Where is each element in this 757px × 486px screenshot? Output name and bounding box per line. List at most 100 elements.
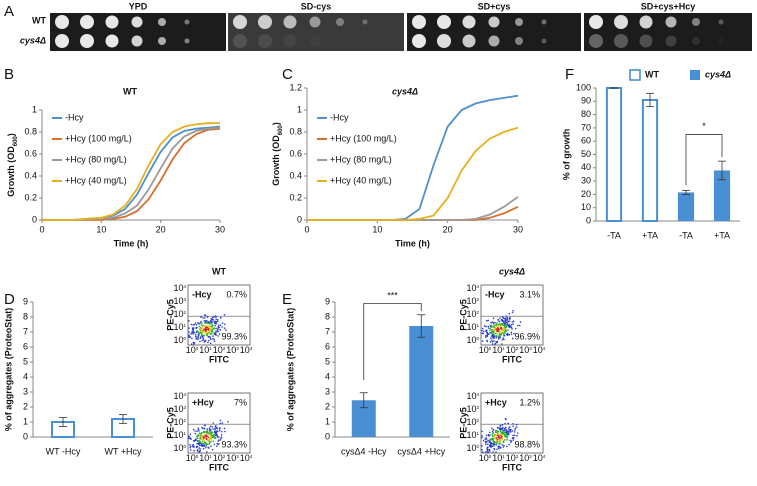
event-dot	[207, 336, 210, 338]
series-line	[42, 126, 221, 221]
event-dot	[482, 451, 484, 453]
spot	[283, 15, 297, 29]
media-label: YPD	[129, 1, 148, 11]
error-bar	[59, 417, 67, 427]
event-dot	[217, 325, 220, 328]
event-dot	[208, 432, 210, 435]
event-dot	[211, 323, 213, 325]
spot	[131, 16, 143, 28]
event-dot	[206, 333, 209, 336]
tick-exponent: 3	[236, 346, 239, 351]
event-dot	[188, 331, 190, 333]
event-dot	[509, 431, 512, 433]
error-bar	[119, 414, 127, 424]
y-tick-label: 3	[23, 386, 28, 396]
event-dot	[500, 328, 503, 331]
event-dot	[204, 324, 207, 327]
event-dot	[489, 438, 492, 440]
event-dot	[499, 428, 501, 431]
significance-bracket	[685, 134, 723, 186]
event-dot	[494, 429, 497, 432]
tick-exponent: 0	[476, 444, 479, 449]
y-tick-label: 30	[581, 175, 591, 185]
x-tick-label: 102	[506, 453, 519, 463]
x-tick-label: 102	[213, 453, 226, 463]
event-dot	[215, 334, 217, 336]
x-tick-label: 102	[506, 345, 519, 355]
event-dot	[204, 321, 207, 323]
y-tick-label: 8	[23, 311, 28, 321]
event-dot	[204, 326, 207, 329]
event-dot	[508, 326, 511, 329]
tick-base: 10	[466, 404, 476, 414]
strain-label: cys4Δ	[20, 35, 46, 45]
event-dot	[501, 323, 504, 325]
event-dot	[500, 437, 502, 439]
event-dot	[209, 337, 212, 339]
event-dot	[492, 322, 495, 324]
event-dot	[195, 323, 198, 326]
event-dot	[493, 448, 496, 451]
event-dot	[199, 444, 201, 447]
media-label: SD+cys	[478, 1, 511, 11]
event-dot	[194, 430, 196, 432]
event-dot	[508, 429, 510, 431]
event-dot	[493, 340, 495, 342]
x-tick-label: 10	[372, 224, 382, 234]
event-dot	[199, 448, 201, 450]
event-dot	[221, 422, 224, 424]
event-dot	[508, 318, 511, 320]
event-dot	[201, 445, 203, 447]
event-dot	[189, 433, 192, 436]
event-dot	[214, 322, 216, 325]
tick-exponent: 1	[183, 323, 186, 328]
event-dot	[504, 318, 507, 320]
spot	[233, 34, 247, 48]
event-dot	[211, 431, 214, 434]
event-dot	[199, 437, 202, 440]
event-dot	[496, 332, 499, 335]
event-dot	[192, 329, 194, 332]
spot	[55, 15, 69, 29]
event-dot	[189, 444, 191, 446]
y-tick-label: 6	[23, 341, 28, 351]
event-dot	[198, 447, 200, 449]
y-axis-label: % of growth	[561, 129, 571, 181]
event-dot	[209, 342, 212, 345]
tick-base: 10	[199, 453, 209, 463]
spot	[665, 16, 677, 28]
event-dot	[210, 325, 212, 327]
event-dot	[197, 335, 199, 338]
event-dot	[499, 424, 502, 427]
y-tick-label: 103	[173, 296, 186, 306]
event-dot	[491, 438, 493, 440]
event-dot	[496, 426, 499, 429]
event-dot	[512, 434, 514, 437]
x-tick-label: 103	[226, 345, 239, 355]
event-dot	[204, 314, 206, 316]
spot	[541, 38, 547, 44]
event-dot	[202, 317, 204, 319]
y-tick-label: 0	[325, 431, 330, 441]
event-dot	[208, 443, 211, 445]
event-dot	[210, 441, 212, 443]
event-dot	[203, 424, 206, 427]
event-dot	[501, 343, 503, 345]
event-dot	[489, 450, 491, 452]
event-dot	[211, 316, 214, 319]
event-dot	[503, 330, 506, 332]
spot	[309, 16, 321, 28]
event-dot	[196, 437, 199, 440]
event-dot	[497, 338, 500, 340]
event-dot	[505, 333, 508, 336]
y-axis-label-part: 600	[13, 136, 19, 147]
x-tick-label: 20	[443, 224, 453, 234]
event-dot	[209, 333, 212, 335]
event-dot	[218, 324, 220, 326]
event-dot	[484, 438, 487, 440]
x-tick-label: WT +Hcy	[104, 446, 142, 456]
event-dot	[519, 321, 522, 323]
event-dot	[195, 326, 197, 329]
x-tick-label: +TA	[642, 230, 658, 240]
